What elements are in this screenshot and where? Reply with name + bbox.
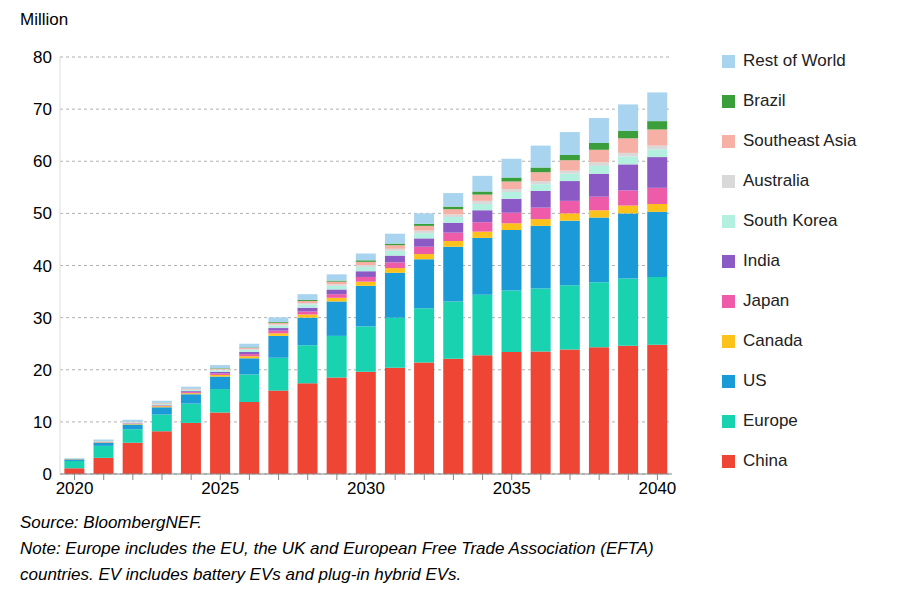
svg-text:20: 20 [33, 361, 52, 380]
svg-text:80: 80 [33, 48, 52, 67]
svg-text:2025: 2025 [201, 479, 239, 498]
svg-text:60: 60 [33, 152, 52, 171]
html-text:China: China [743, 451, 788, 470]
svg-text:30: 30 [33, 309, 52, 328]
html-text:Canada: Canada [743, 331, 803, 350]
html-text:Australia: Australia [743, 171, 810, 190]
svg-text:40: 40 [33, 257, 52, 276]
svg-text:2035: 2035 [493, 479, 531, 498]
svg-text:50: 50 [33, 204, 52, 223]
svg-text:10: 10 [33, 413, 52, 432]
html-text:Note: Europe includes the EU,: Note: Europe includes the EU, the UK and… [20, 539, 654, 558]
svg-text:70: 70 [33, 100, 52, 119]
html-text:Source: BloombergNEF.: Source: BloombergNEF. [20, 513, 203, 532]
svg-text:2030: 2030 [347, 479, 385, 498]
svg-text:0: 0 [43, 465, 52, 484]
html-text:US: US [743, 371, 767, 390]
html-text:Brazil: Brazil [743, 91, 786, 110]
html-text:Million: Million [20, 10, 69, 29]
html-text:South Korea: South Korea [743, 211, 838, 230]
html-text:countries. EV includes battery: countries. EV includes battery EVs and p… [20, 565, 462, 584]
html-text:Southeast Asia: Southeast Asia [743, 131, 857, 150]
html-text:Rest of World: Rest of World [743, 51, 846, 70]
html-text:India: India [743, 251, 780, 270]
svg-text:2040: 2040 [639, 479, 677, 498]
html-text:Japan: Japan [743, 291, 790, 310]
svg-text:2020: 2020 [56, 479, 94, 498]
html-text:Europe: Europe [743, 411, 798, 430]
